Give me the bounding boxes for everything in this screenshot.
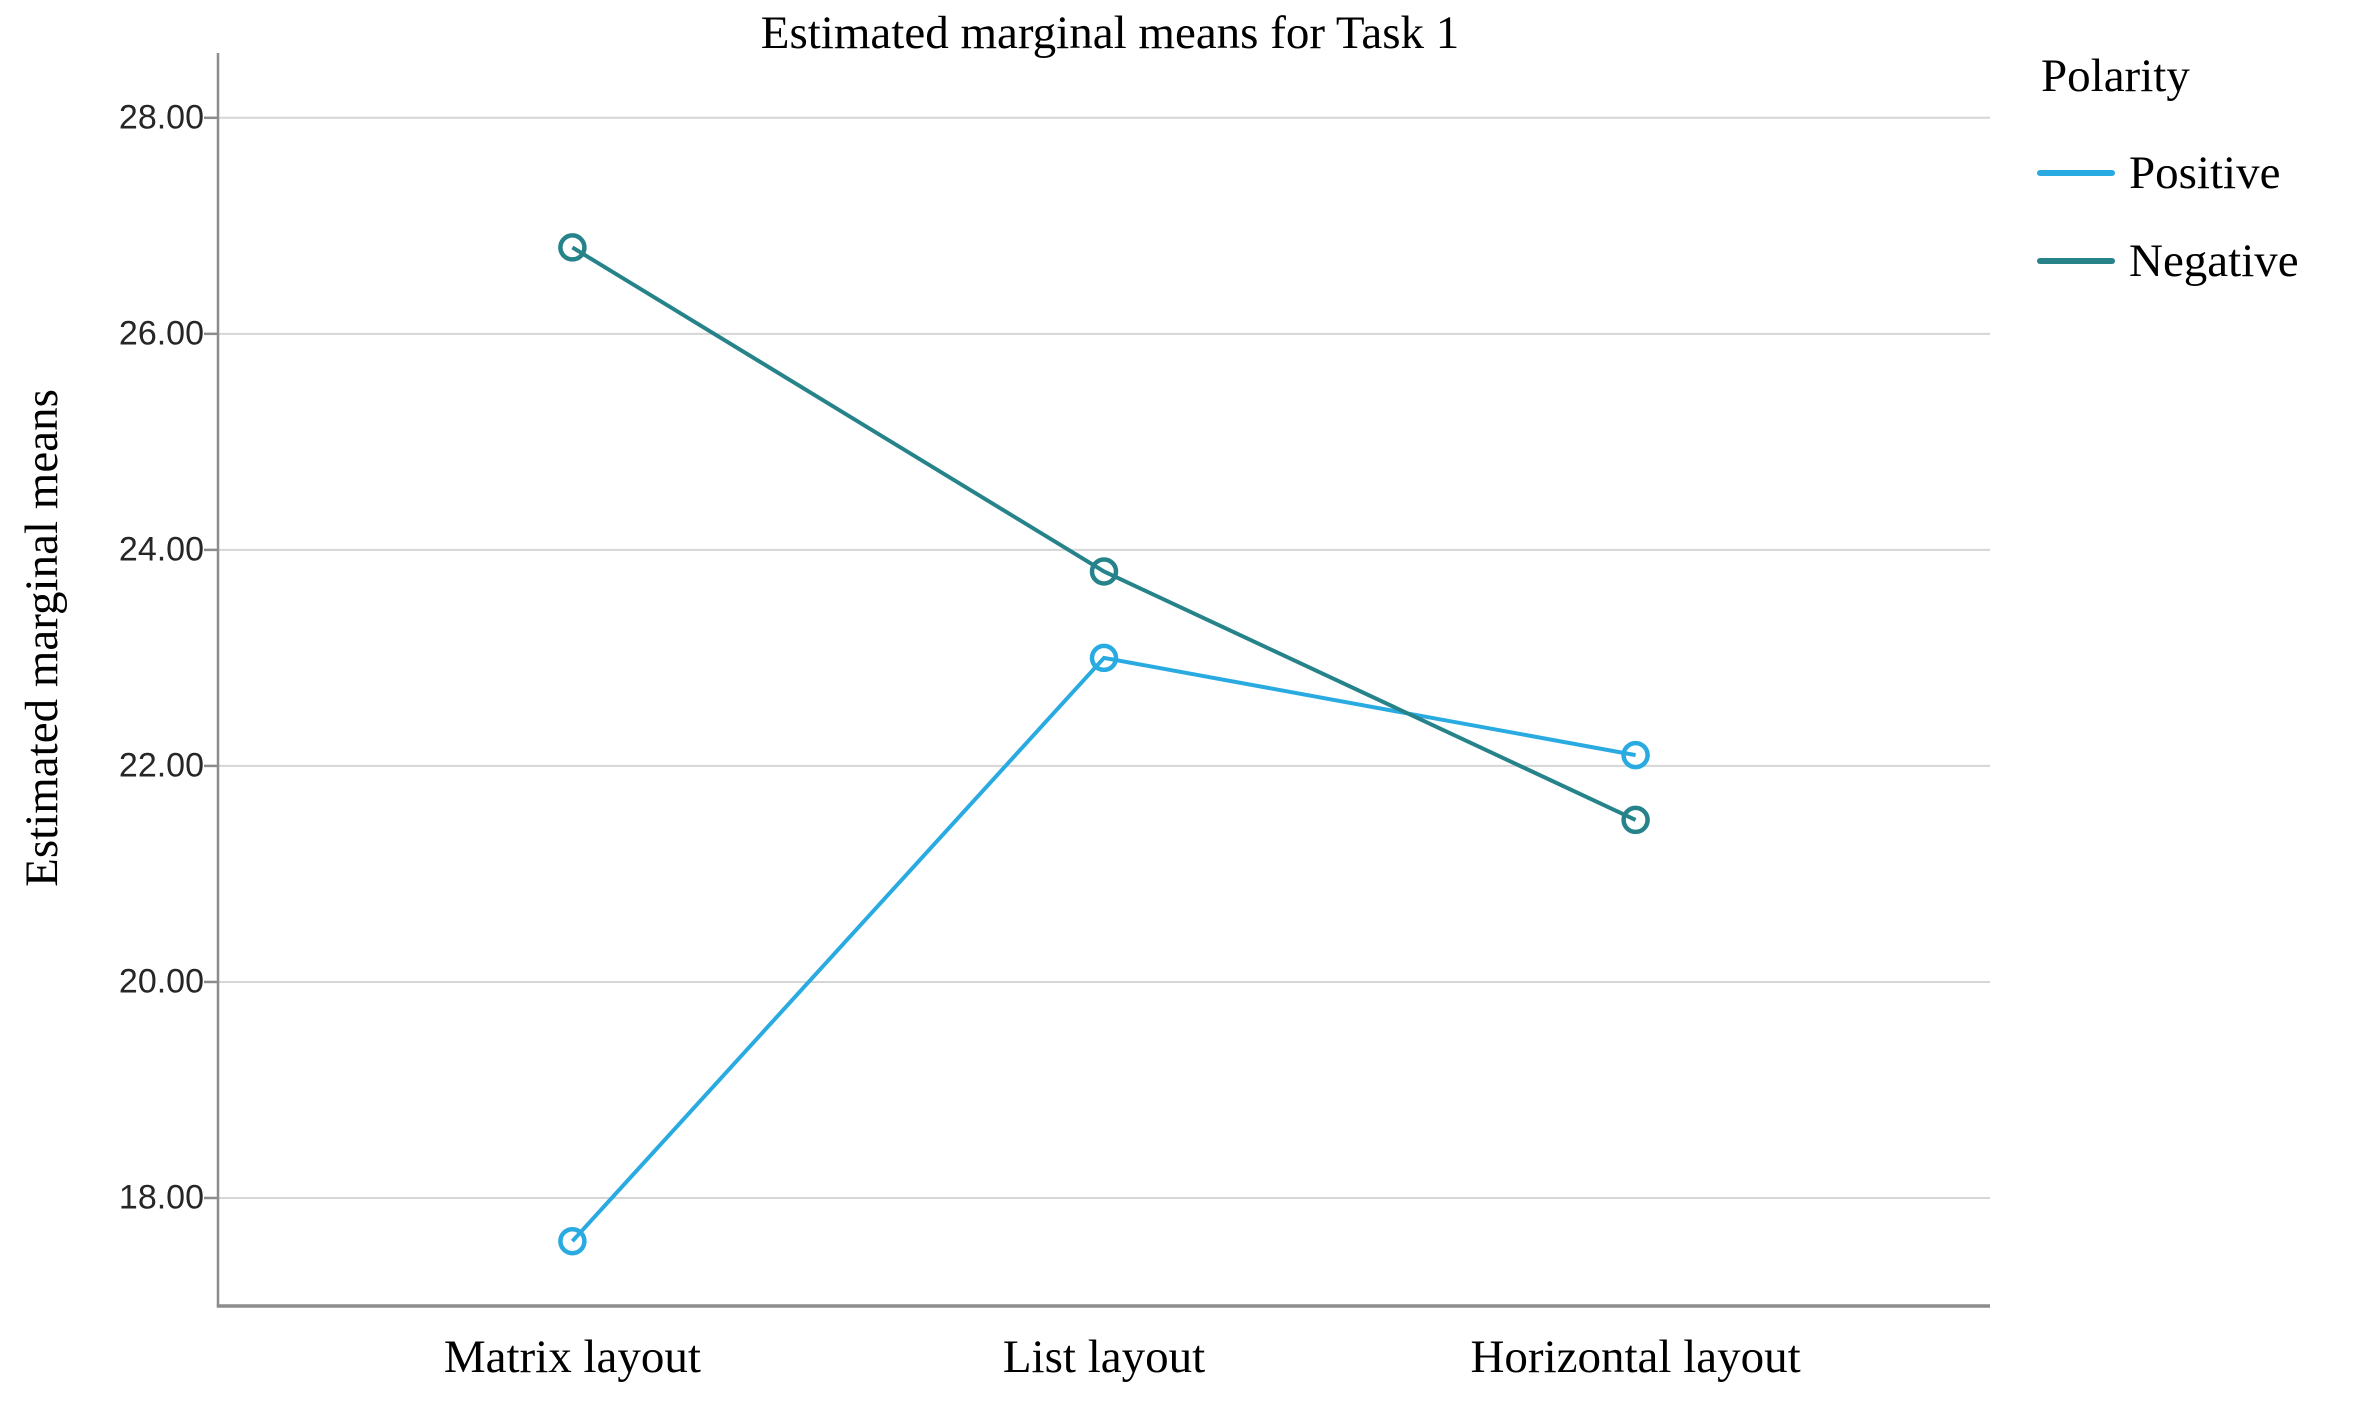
positive-line-swatch <box>2037 170 2115 176</box>
positive-point-horizontal-layout <box>1621 740 1650 770</box>
x-category-label: Horizontal layout <box>1470 1331 1801 1383</box>
legend-title: Polarity <box>2041 50 2190 102</box>
legend-label-positive: Positive <box>2129 147 2281 199</box>
y-tick-label: 22.00 <box>118 746 204 785</box>
y-tick-label: 28.00 <box>118 98 204 137</box>
negative-point-list-layout <box>1089 557 1119 586</box>
series-line-negative <box>571 245 1637 822</box>
negative-line-swatch <box>2037 258 2115 264</box>
chart-title: Estimated marginal means for Task 1 <box>760 7 1460 59</box>
x-category-label: List layout <box>1002 1331 1206 1383</box>
legend-label-negative: Negative <box>2129 235 2299 287</box>
legend-item-positive: Positive <box>2037 144 2362 202</box>
positive-point-list-layout <box>1089 643 1119 673</box>
y-tick-label: 20.00 <box>118 962 204 1001</box>
series-line-positive <box>570 655 1636 1243</box>
negative-point-matrix-layout <box>558 233 587 262</box>
negative-point-horizontal-layout <box>1621 805 1650 835</box>
y-tick-label: 18.00 <box>118 1178 204 1217</box>
x-category-label: Matrix layout <box>443 1331 701 1383</box>
y-tick-label: 24.00 <box>118 530 204 569</box>
y-tick-label: 26.00 <box>118 314 204 353</box>
legend: Polarity Positive Negative <box>2037 46 2362 320</box>
positive-point-matrix-layout <box>558 1226 587 1256</box>
legend-item-negative: Negative <box>2037 232 2362 290</box>
